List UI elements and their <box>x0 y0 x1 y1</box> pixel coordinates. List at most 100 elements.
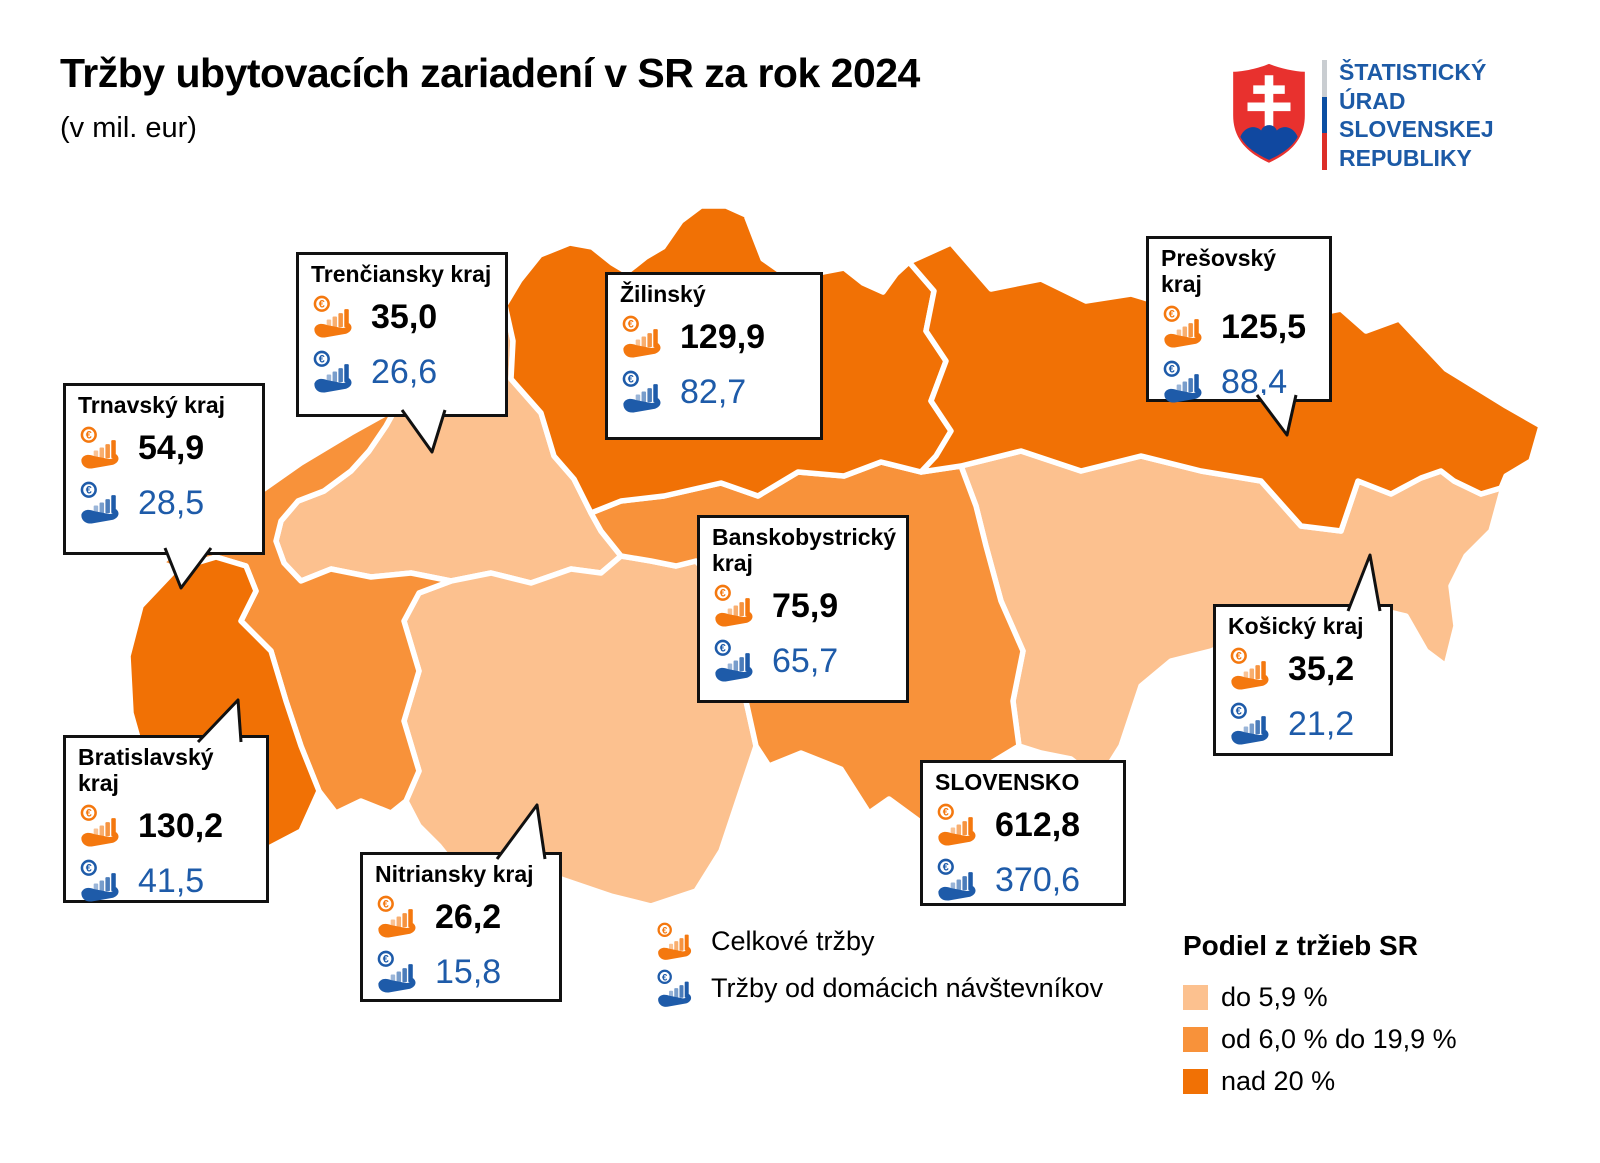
callout-title: Žilinský <box>620 281 706 307</box>
domestic-revenue-icon <box>78 481 125 526</box>
callout-zilinsky: Žilinský 129,9 82,7 <box>605 272 823 440</box>
domestic-revenue-value: 82,7 <box>680 373 747 411</box>
domestic-revenue-icon <box>78 859 125 904</box>
swatch-light-icon <box>1183 984 1208 1010</box>
logo-line: REPUBLIKY <box>1339 144 1472 171</box>
callout-title: Nitriansky kraj <box>375 861 534 887</box>
callout-trnavsky: Trnavský kraj 54,9 28,5 <box>63 383 265 590</box>
domestic-revenue-value: 26,6 <box>371 353 438 391</box>
total-revenue-icon <box>78 426 125 471</box>
legend-domestic-row: Tržby od domácich návštevníkov <box>655 965 1103 1012</box>
domestic-revenue-icon <box>712 639 759 684</box>
total-revenue-value: 54,9 <box>138 429 205 467</box>
total-revenue-icon <box>78 804 125 849</box>
total-revenue-row: 125,5 <box>1161 300 1317 355</box>
logo-org-name: ŠTATISTICKÝ ÚRAD SLOVENSKEJ REPUBLIKY <box>1339 58 1494 172</box>
susr-logo: ŠTATISTICKÝ ÚRAD SLOVENSKEJ REPUBLIKY <box>1226 58 1494 172</box>
total-revenue-value: 26,2 <box>435 898 502 936</box>
callout-title: Trnavský kraj <box>78 392 226 418</box>
page-title: Tržby ubytovacích zariadení v SR za rok … <box>60 50 920 96</box>
domestic-revenue-icon <box>375 950 422 995</box>
total-revenue-row: 612,8 <box>935 798 1111 853</box>
callout-pointer <box>1255 394 1298 437</box>
logo-divider <box>1322 60 1327 171</box>
total-revenue-row: 75,9 <box>712 579 894 634</box>
total-revenue-value: 75,9 <box>772 587 839 625</box>
total-revenue-row: 35,2 <box>1228 642 1378 697</box>
callout-title: Bratislavský kraj <box>78 744 214 796</box>
domestic-revenue-row: 82,7 <box>620 365 808 420</box>
callout-bratislavsky: Bratislavský kraj 130,2 41,5 <box>63 698 269 903</box>
domestic-revenue-value: 41,5 <box>138 862 205 900</box>
total-revenue-value: 35,2 <box>1288 650 1355 688</box>
domestic-revenue-value: 88,4 <box>1221 363 1288 401</box>
share-legend: Podiel z tržieb SR do 5,9 % od 6,0 % do … <box>1183 930 1457 1102</box>
total-revenue-row: 129,9 <box>620 310 808 365</box>
logo-line: ÚRAD <box>1339 87 1406 114</box>
total-revenue-icon <box>712 584 759 629</box>
callout-title: Banskobystrický kraj <box>712 524 897 576</box>
total-revenue-icon <box>620 315 667 360</box>
share-legend-label: od 6,0 % do 19,9 % <box>1221 1023 1457 1054</box>
total-revenue-value: 35,0 <box>371 298 438 336</box>
callout-banskobystricky: Banskobystrický kraj 75,9 65,7 <box>697 515 909 703</box>
callout-pointer <box>196 698 243 744</box>
callout-title: Prešovský kraj <box>1161 245 1277 297</box>
total-revenue-icon <box>1161 305 1208 350</box>
total-revenue-row: 26,2 <box>375 890 547 945</box>
callout-nitriansky: Nitriansky kraj 26,2 15,8 <box>360 803 562 1002</box>
total-revenue-row: 54,9 <box>78 421 250 476</box>
callout-pointer <box>1346 553 1382 612</box>
domestic-revenue-row: 15,8 <box>375 945 547 1000</box>
share-legend-label: nad 20 % <box>1221 1065 1336 1096</box>
domestic-revenue-value: 21,2 <box>1288 705 1355 743</box>
share-legend-label: do 5,9 % <box>1221 981 1328 1012</box>
callout-presovsky: Prešovský kraj 125,5 88,4 <box>1146 236 1332 437</box>
total-revenue-value: 129,9 <box>680 318 766 356</box>
total-revenue-value: 612,8 <box>995 806 1081 844</box>
total-revenue-icon <box>655 922 697 962</box>
page-subtitle: (v mil. eur) <box>60 112 197 144</box>
callout-pointer <box>400 409 447 454</box>
callout-kosicky: Košický kraj 35,2 21,2 <box>1213 553 1393 756</box>
total-revenue-icon <box>935 803 982 848</box>
total-revenue-row: 35,0 <box>311 290 493 345</box>
domestic-revenue-icon <box>655 969 697 1009</box>
domestic-revenue-row: 21,2 <box>1228 697 1378 752</box>
domestic-revenue-row: 41,5 <box>78 854 254 909</box>
icon-legend: Celkové tržby Tržby od domácich návštevn… <box>655 918 1103 1012</box>
domestic-revenue-value: 28,5 <box>138 484 205 522</box>
callout-title: SLOVENSKO <box>935 769 1080 795</box>
domestic-revenue-icon <box>1161 360 1208 405</box>
share-legend-item: od 6,0 % do 19,9 % <box>1183 1018 1457 1060</box>
logo-line: SLOVENSKEJ <box>1339 116 1494 142</box>
domestic-revenue-row: 65,7 <box>712 634 894 689</box>
slovak-coat-of-arms-icon <box>1233 63 1305 163</box>
total-revenue-value: 130,2 <box>138 807 224 845</box>
domestic-revenue-icon <box>1228 702 1275 747</box>
callout-pointer <box>495 803 547 860</box>
total-revenue-icon <box>1228 647 1275 692</box>
total-revenue-icon <box>311 295 358 340</box>
legend-domestic-label: Tržby od domácich návštevníkov <box>711 973 1104 1003</box>
share-legend-item: do 5,9 % <box>1183 976 1457 1018</box>
logo-line: ŠTATISTICKÝ <box>1339 59 1487 85</box>
callout-trenciansky: Trenčiansky kraj 35,0 26,6 <box>296 252 508 454</box>
domestic-revenue-icon <box>620 370 667 415</box>
domestic-revenue-value: 370,6 <box>995 861 1081 899</box>
domestic-revenue-row: 26,6 <box>311 345 493 400</box>
swatch-medium-icon <box>1183 1026 1208 1052</box>
share-legend-item: nad 20 % <box>1183 1060 1457 1102</box>
callout-pointer <box>163 547 213 590</box>
total-revenue-icon <box>375 895 422 940</box>
domestic-revenue-row: 28,5 <box>78 476 250 531</box>
callout-title: Trenčiansky kraj <box>311 261 492 287</box>
domestic-revenue-value: 65,7 <box>772 642 839 680</box>
swatch-dark-icon <box>1183 1068 1208 1094</box>
domestic-revenue-row: 370,6 <box>935 853 1111 908</box>
domestic-revenue-icon <box>935 858 982 903</box>
callout-title: Košický kraj <box>1228 613 1364 639</box>
domestic-revenue-icon <box>311 350 358 395</box>
callout-slovensko: SLOVENSKO 612,8 370,6 <box>920 760 1126 906</box>
